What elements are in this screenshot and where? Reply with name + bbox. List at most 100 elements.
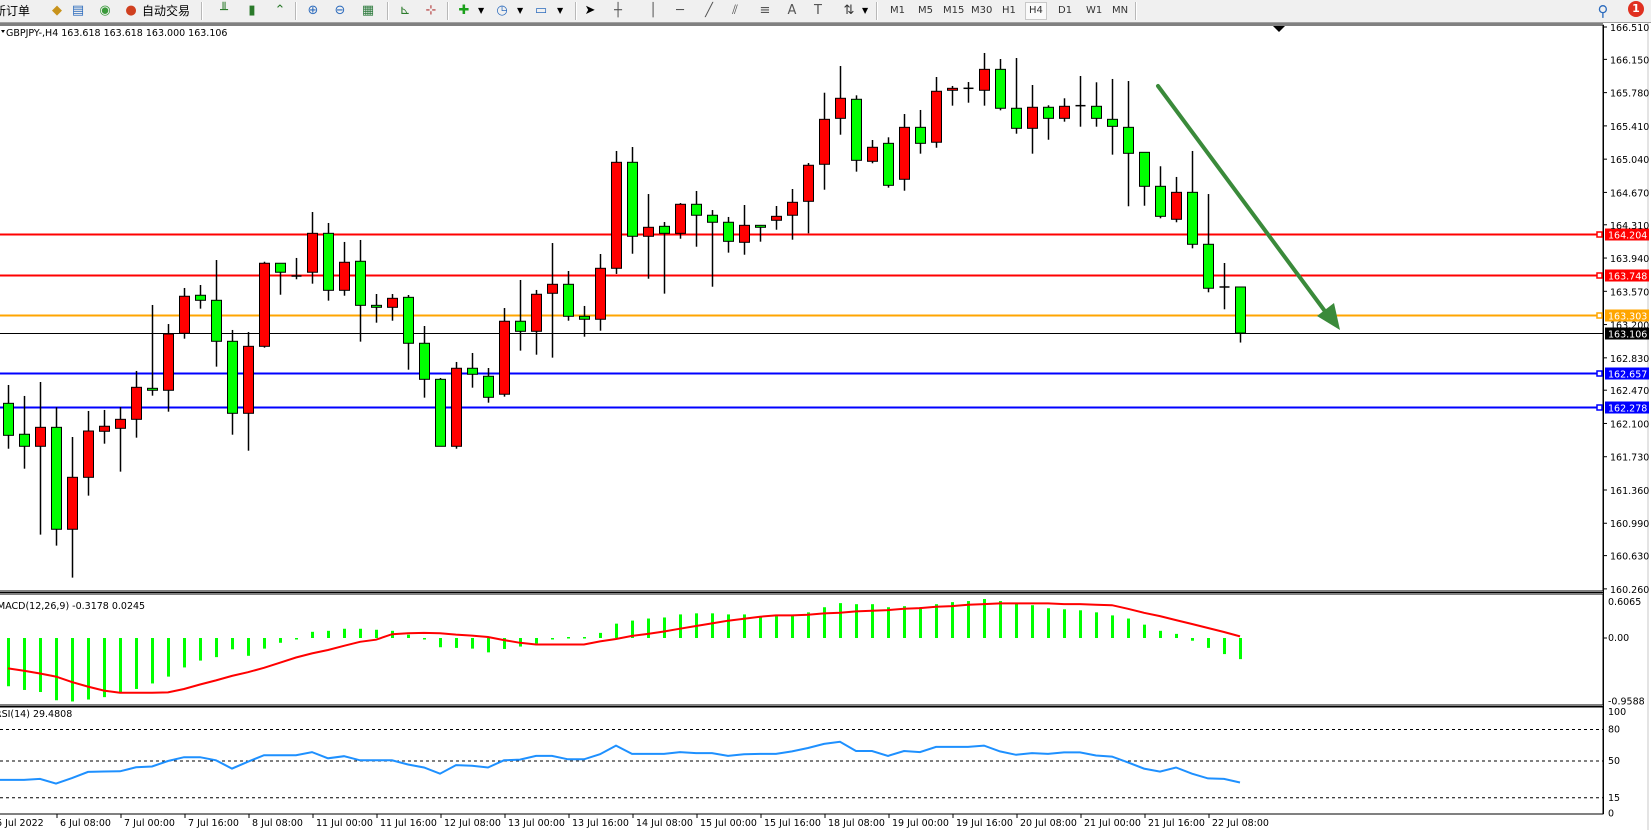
candle-body [435, 378, 446, 447]
text-icon[interactable]: A [787, 3, 797, 18]
candle-body [739, 224, 750, 243]
candle-body [595, 267, 606, 320]
candle [627, 147, 638, 254]
horizontal-line-icon[interactable]: ─ [676, 3, 684, 18]
candle [1155, 166, 1166, 219]
signal-icon[interactable]: ◉ [99, 3, 111, 18]
crosshair-icon[interactable]: ┼ [614, 3, 622, 18]
line-chart-icon[interactable]: ⌃ [274, 3, 286, 18]
candle [595, 253, 606, 331]
time-tick-label: 15 Jul 16:00 [764, 818, 821, 829]
timeframe-d1[interactable]: D1 [1058, 5, 1073, 16]
candle-body [419, 342, 430, 380]
macd-histogram-bar [551, 638, 554, 640]
candle [51, 407, 62, 546]
tile-windows-icon[interactable]: ▦ [361, 3, 375, 18]
candle [755, 224, 766, 242]
candle [963, 82, 974, 103]
candle [915, 109, 926, 154]
cursor-icon[interactable]: ➤ [584, 3, 596, 18]
candle [995, 59, 1006, 111]
candle-body [931, 90, 942, 143]
level-price-tag [1605, 367, 1649, 380]
templates-icon[interactable]: ▭ [534, 3, 548, 18]
chart-shift-icon[interactable]: ⊹ [425, 3, 437, 18]
candlestick-icon[interactable]: ▮ [248, 3, 256, 18]
text-label-icon[interactable]: T [814, 3, 822, 18]
vertical-line-icon[interactable]: │ [649, 3, 657, 18]
macd-histogram-bar [1079, 610, 1082, 638]
candle [659, 221, 670, 294]
notifications-badge[interactable]: 1 [1628, 1, 1644, 17]
timeframe-m1[interactable]: M1 [890, 5, 905, 16]
macd-histogram-bar [343, 628, 346, 638]
time-tick-label: 11 Jul 00:00 [316, 818, 373, 829]
candle-body [883, 142, 894, 186]
candle [803, 163, 814, 234]
price-tick-label: 160.630 [1610, 552, 1649, 563]
candle [3, 384, 14, 449]
candle [323, 222, 334, 301]
arrows-icon[interactable]: ⇅ [843, 3, 855, 18]
timeframe-m30[interactable]: M30 [971, 5, 993, 16]
candle [67, 436, 78, 578]
timeframe-m15[interactable]: M15 [943, 5, 965, 16]
toolbar-separator [575, 2, 577, 20]
timeframe-m5[interactable]: M5 [918, 5, 933, 16]
candle [211, 260, 222, 367]
navigator-icon[interactable]: ▤ [71, 3, 85, 18]
macd-histogram-bar [1239, 638, 1242, 660]
macd-histogram-bar [7, 638, 10, 687]
fibonacci-icon[interactable]: ≡ [759, 3, 771, 18]
macd-histogram-bar [215, 638, 218, 658]
chart-shift-marker-icon[interactable] [1273, 26, 1285, 32]
time-tick-label: 6 Jul 08:00 [60, 818, 111, 829]
toolbar-separator [876, 2, 878, 20]
auto-scroll-icon[interactable]: ⊾ [399, 3, 411, 18]
candle [1011, 58, 1022, 134]
candle [307, 212, 318, 284]
trendline-icon[interactable]: ╱ [705, 3, 713, 18]
macd-histogram-bar [871, 604, 874, 638]
level-price-tag [1605, 401, 1649, 414]
macd-histogram-bar [1095, 612, 1098, 638]
timeframe-mn[interactable]: MN [1112, 5, 1129, 16]
periods-clock-icon[interactable]: ◷ [496, 3, 508, 18]
periods-dropdown-icon[interactable]: ▼ [517, 6, 524, 15]
auto-trading-icon[interactable]: ● [125, 3, 137, 18]
candle [355, 239, 366, 342]
macd-histogram-bar [375, 629, 378, 638]
time-tick-label: 8 Jul 08:00 [252, 818, 303, 829]
candle-body [195, 294, 206, 301]
chart-menu-triangle-icon[interactable] [1, 30, 5, 33]
candle [691, 190, 702, 247]
candle [1043, 105, 1054, 140]
market-watch-diamond-icon[interactable]: ◆ [52, 3, 62, 18]
candle-body [3, 402, 14, 436]
price-tick-label: 165.410 [1610, 122, 1649, 133]
timeframe-h1[interactable]: H1 [1002, 5, 1016, 16]
search-icon[interactable]: ⚲ [1597, 2, 1609, 20]
indicators-icon[interactable]: ✚ [458, 3, 470, 18]
macd-histogram-bar [103, 638, 106, 698]
candle [499, 308, 510, 397]
arrows-dropdown-icon[interactable]: ▼ [862, 6, 869, 15]
timeframe-h4[interactable]: H4 [1025, 2, 1047, 20]
candle [1219, 262, 1230, 310]
templates-dropdown-icon[interactable]: ▼ [557, 6, 564, 15]
new-order-button[interactable]: 新订单 [0, 4, 31, 18]
indicators-dropdown-icon[interactable]: ▼ [478, 6, 485, 15]
level-price-tag [1605, 269, 1649, 282]
candle-body [483, 375, 494, 398]
zoom-in-icon[interactable]: ⊕ [307, 3, 319, 18]
time-tick-label: 20 Jul 08:00 [1020, 818, 1077, 829]
price-tick-label: 161.730 [1610, 453, 1649, 464]
timeframe-w1[interactable]: W1 [1086, 5, 1103, 16]
channel-icon[interactable]: ⫽ [732, 3, 738, 18]
auto-trading-button[interactable]: 自动交易 [142, 4, 191, 18]
candle [643, 194, 654, 279]
bar-chart-icon[interactable]: ╨ [220, 3, 228, 18]
zoom-out-icon[interactable]: ⊖ [334, 3, 346, 18]
macd-histogram-bar [1111, 615, 1114, 638]
